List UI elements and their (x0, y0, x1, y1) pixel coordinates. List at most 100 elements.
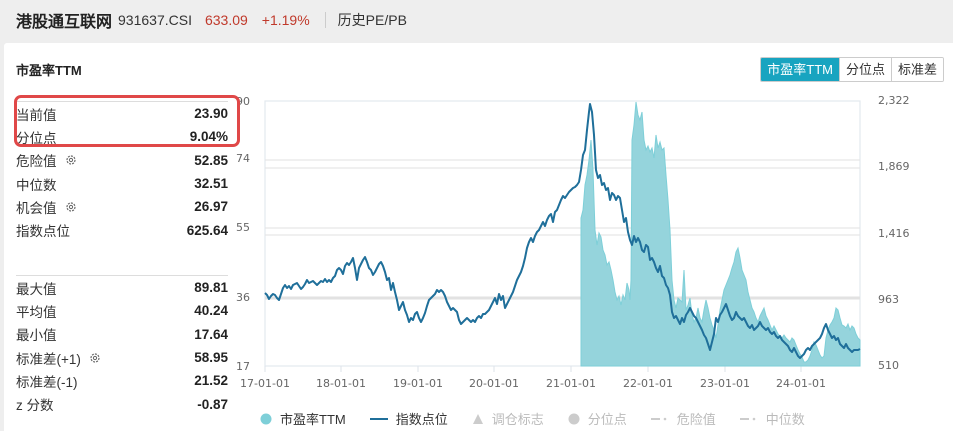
toggle-std-dev[interactable]: 标准差 (890, 58, 943, 81)
svg-text:24-01-01: 24-01-01 (776, 377, 826, 390)
valuation-card: 市盈率TTM 市盈率TTM 分位点 标准差 当前值 23.90 分位点 9.04… (4, 43, 953, 431)
stat-value: 52.85 (194, 152, 228, 168)
stat-label: 标准差(+1) (16, 351, 81, 367)
stat-value: 26.97 (194, 199, 228, 215)
gridlines (265, 159, 860, 300)
stat-label: 标准差(-1) (16, 374, 78, 390)
svg-text:17-01-01: 17-01-01 (240, 377, 290, 390)
stat-opportunity: 机会值 26.97 (16, 195, 228, 218)
stat-value: 32.51 (194, 176, 228, 192)
stat-label: 危险值 (16, 154, 57, 170)
line-icon (369, 417, 388, 420)
pe-ttm-area (580, 101, 861, 367)
gear-icon[interactable] (89, 352, 101, 364)
stat-label: 指数点位 (16, 224, 70, 240)
stat-value: 58.95 (194, 350, 228, 366)
stats-group-primary: 当前值 23.90 分位点 9.04% 危险值 52.85 中位数 32.51 … (16, 101, 228, 242)
stat-value: 625.64 (186, 222, 228, 238)
stat-median: 中位数 32.51 (16, 172, 228, 195)
index-name: 港股通互联网 (16, 14, 113, 31)
index-code: 931637.CSI (118, 12, 192, 28)
header-divider (324, 12, 326, 28)
stat-value: 23.90 (194, 106, 228, 122)
stat-index-level: 指数点位 625.64 (16, 218, 228, 241)
metric-toggle: 市盈率TTM 分位点 标准差 (760, 57, 944, 82)
svg-text:23-01-01: 23-01-01 (700, 377, 750, 390)
chart-legend: 市盈率TTM 指数点位 调仓标志 分位点 危险值 中位数 (260, 409, 829, 428)
svg-text:21-01-01: 21-01-01 (546, 377, 596, 390)
y-right-tick: 510 (878, 359, 899, 372)
divider (16, 101, 228, 102)
legend-label: 中位数 (765, 412, 805, 427)
svg-text:22-01-01: 22-01-01 (623, 377, 673, 390)
legend-rebalance-marker[interactable]: 调仓标志 (472, 409, 544, 428)
stat-max: 最大值 89.81 (16, 276, 228, 299)
y-left-tick: 55 (236, 221, 250, 234)
legend-index-level[interactable]: 指数点位 (369, 409, 448, 428)
index-price: 633.09 (204, 12, 248, 28)
stat-label: 机会值 (16, 200, 57, 216)
legend-label: 危险值 (676, 412, 716, 427)
stat-value: -0.87 (197, 396, 228, 412)
circle-icon (568, 413, 580, 424)
legend-label: 调仓标志 (491, 412, 544, 427)
pe-chart[interactable]: 90 74 55 36 17 2,322 1,869 1,416 963 510… (4, 43, 953, 431)
legend-label: 市盈率TTM (280, 412, 346, 427)
stat-std-plus1: 标准差(+1) 58.95 (16, 346, 228, 369)
legend-label: 分位点 (587, 412, 627, 427)
gear-icon[interactable] (65, 201, 77, 213)
stat-current: 当前值 23.90 (16, 102, 228, 125)
legend-pe-ttm[interactable]: 市盈率TTM (260, 409, 346, 428)
stat-label: 最小值 (16, 328, 57, 344)
stat-value: 89.81 (194, 280, 228, 296)
legend-label: 指数点位 (395, 412, 448, 427)
index-change: +1.19% (261, 12, 310, 28)
stats-group-secondary: 最大值 89.81 平均值 40.24 最小值 17.64 标准差(+1) 58… (16, 275, 228, 416)
stat-label: 中位数 (16, 177, 57, 193)
y-right-tick: 2,322 (878, 94, 910, 107)
stat-label: 当前值 (16, 107, 57, 123)
triangle-icon (472, 413, 483, 424)
y-left-tick: 90 (236, 95, 250, 108)
y-left-tick: 36 (236, 291, 250, 304)
stat-label: 分位点 (16, 130, 57, 146)
divider (16, 275, 228, 276)
dash-dot-icon (650, 417, 667, 420)
legend-median[interactable]: 中位数 (739, 409, 805, 428)
svg-text:18-01-01: 18-01-01 (316, 377, 366, 390)
stat-label: 最大值 (16, 281, 57, 297)
stat-value: 21.52 (194, 373, 228, 389)
stat-value: 17.64 (194, 326, 228, 342)
svg-text:19-01-01: 19-01-01 (393, 377, 443, 390)
tab-history-pe-pb[interactable]: 历史PE/PB (337, 12, 407, 28)
legend-percentile[interactable]: 分位点 (568, 409, 627, 428)
y-right-tick: 963 (878, 293, 899, 306)
y-right-tick: 1,869 (878, 160, 910, 173)
y-left-tick: 17 (236, 360, 250, 373)
stat-value: 40.24 (194, 303, 228, 319)
svg-text:20-01-01: 20-01-01 (469, 377, 519, 390)
stat-danger: 危险值 52.85 (16, 149, 228, 172)
stat-percentile: 分位点 9.04% (16, 125, 228, 148)
stat-mean: 平均值 40.24 (16, 299, 228, 322)
y-left-tick: 74 (236, 152, 250, 165)
y-axis-left: 90 74 55 36 17 (236, 95, 250, 373)
y-axis-right: 2,322 1,869 1,416 963 510 (878, 94, 910, 372)
header: 港股通互联网 931637.CSI 633.09 +1.19% 历史PE/PB (0, 0, 953, 40)
index-level-line (264, 103, 861, 359)
stat-min: 最小值 17.64 (16, 323, 228, 346)
stat-label: 平均值 (16, 304, 57, 320)
stat-std-minus1: 标准差(-1) 21.52 (16, 369, 228, 392)
card-title: 市盈率TTM (16, 63, 82, 78)
toggle-pe-ttm[interactable]: 市盈率TTM (761, 58, 839, 81)
dash-dot-icon (739, 417, 756, 420)
circle-icon (260, 413, 272, 424)
y-right-tick: 1,416 (878, 227, 910, 240)
legend-danger[interactable]: 危险值 (650, 409, 716, 428)
stat-value: 9.04% (189, 129, 228, 145)
gear-icon[interactable] (65, 154, 77, 166)
x-axis: 17-01-01 18-01-01 19-01-01 20-01-01 21-0… (240, 377, 826, 390)
toggle-percentile[interactable]: 分位点 (838, 58, 891, 81)
x-ticks (264, 366, 802, 372)
stat-z-score: z 分数 -0.87 (16, 392, 228, 415)
